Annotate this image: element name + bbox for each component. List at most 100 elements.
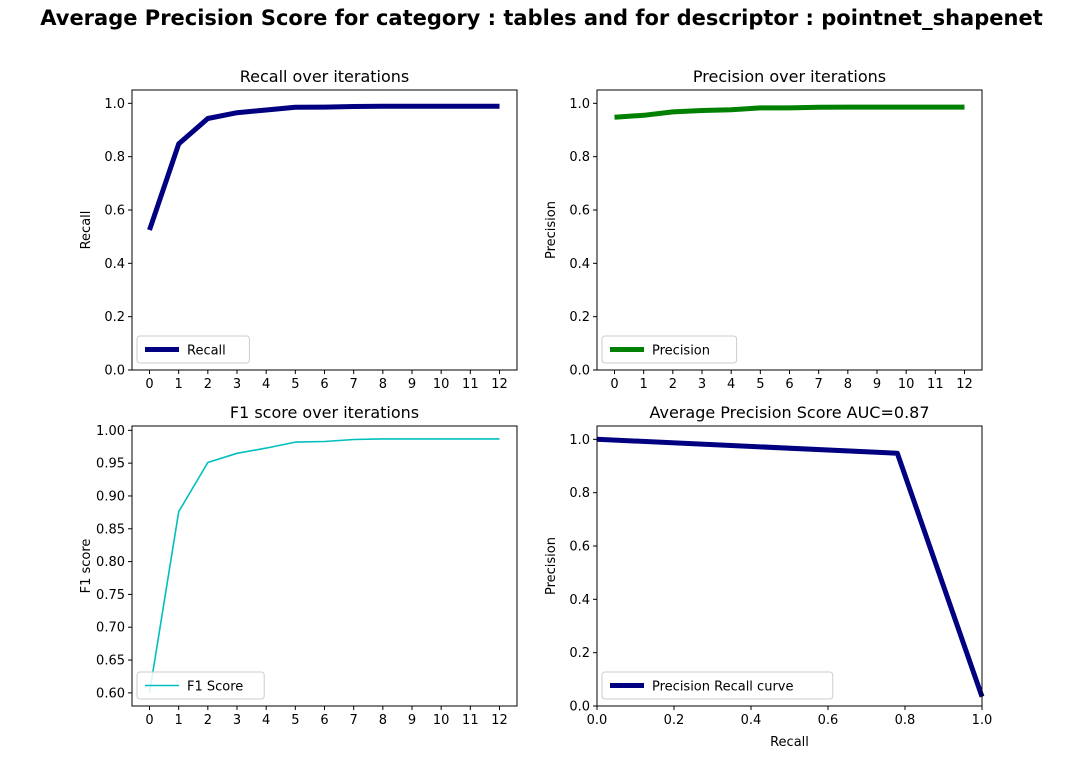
x-tick-label: 0.2 xyxy=(664,713,685,728)
legend-box xyxy=(601,335,738,364)
x-tick-label: 0.8 xyxy=(895,713,916,728)
y-tick-label: 0.0 xyxy=(104,364,125,379)
x-tick-label: 9 xyxy=(408,713,416,728)
y-axis-label: F1 score xyxy=(79,539,94,594)
x-tick-label: 2 xyxy=(204,713,212,728)
x-tick-label: 4 xyxy=(727,377,735,392)
x-tick-label: 1 xyxy=(640,377,648,392)
y-tick-label: 0.4 xyxy=(104,257,125,272)
legend-label: Precision xyxy=(652,344,710,359)
y-tick-label: 0.8 xyxy=(569,486,590,501)
y-tick-label: 0.0 xyxy=(569,364,590,379)
chart-title: Recall over iterations xyxy=(240,67,410,86)
chart-title: F1 score over iterations xyxy=(230,403,419,422)
series-line xyxy=(596,436,985,698)
y-tick-label: 0.90 xyxy=(96,489,125,504)
y-tick-label: 0.4 xyxy=(569,593,590,608)
y-tick-label: 1.0 xyxy=(104,97,125,112)
x-tick-label: 1 xyxy=(175,713,183,728)
legend-box xyxy=(136,671,265,700)
y-tick-label: 0.6 xyxy=(569,204,590,219)
y-tick-label: 0.8 xyxy=(104,150,125,165)
x-tick-label: 10 xyxy=(433,713,450,728)
x-tick-label: 0.4 xyxy=(741,713,762,728)
x-tick-label: 5 xyxy=(291,713,299,728)
x-tick-label: 8 xyxy=(379,377,387,392)
x-tick-label: 0 xyxy=(145,377,153,392)
x-tick-label: 11 xyxy=(927,377,944,392)
x-tick-label: 9 xyxy=(873,377,881,392)
y-axis-label: Precision xyxy=(544,537,559,595)
x-tick-label: 0 xyxy=(610,377,618,392)
x-tick-label: 8 xyxy=(844,377,852,392)
series-line xyxy=(614,104,965,120)
x-tick-label: 5 xyxy=(291,377,299,392)
x-tick-label: 4 xyxy=(262,713,270,728)
page-title: Average Precision Score for category : t… xyxy=(40,6,1043,30)
y-tick-label: 0.70 xyxy=(96,621,125,636)
x-tick-label: 7 xyxy=(350,713,358,728)
x-tick-label: 1 xyxy=(175,377,183,392)
chart-pr: Average Precision Score AUC=0.87 0.0 0.2 0.… xyxy=(544,403,992,750)
plot-frame xyxy=(596,89,983,371)
legend-box xyxy=(136,335,250,364)
y-tick-label: 0.8 xyxy=(569,150,590,165)
y-tick-label: 0.75 xyxy=(96,588,125,603)
y-tick-label: 0.4 xyxy=(569,257,590,272)
x-tick-label: 10 xyxy=(898,377,915,392)
y-tick-label: 1.00 xyxy=(96,424,125,439)
y-tick-label: 0.6 xyxy=(569,540,590,555)
x-tick-label: 11 xyxy=(462,713,479,728)
legend-label: Precision Recall curve xyxy=(652,680,793,695)
y-tick-label: 0.80 xyxy=(96,555,125,570)
x-tick-label: 2 xyxy=(204,377,212,392)
series-line xyxy=(148,438,500,694)
x-tick-label: 0 xyxy=(145,713,153,728)
y-tick-label: 0.2 xyxy=(569,310,590,325)
x-tick-label: 6 xyxy=(320,713,328,728)
plot-frame xyxy=(596,425,983,707)
y-tick-label: 0.85 xyxy=(96,522,125,537)
x-tick-label: 9 xyxy=(408,377,416,392)
x-tick-label: 7 xyxy=(815,377,823,392)
y-tick-label: 0.0 xyxy=(569,700,590,715)
x-tick-label: 10 xyxy=(433,377,450,392)
legend-label: F1 Score xyxy=(187,680,243,695)
y-axis-label: Precision xyxy=(544,201,559,259)
y-tick-label: 1.0 xyxy=(569,97,590,112)
y-tick-label: 0.6 xyxy=(104,204,125,219)
x-tick-label: 6 xyxy=(785,377,793,392)
y-axis-label: Recall xyxy=(79,211,94,250)
legend-box xyxy=(601,671,834,700)
x-tick-label: 6 xyxy=(320,377,328,392)
y-tick-label: 0.2 xyxy=(104,310,125,325)
x-tick-label: 7 xyxy=(350,377,358,392)
legend-label: Recall xyxy=(187,344,226,359)
y-tick-label: 0.60 xyxy=(96,686,125,701)
x-tick-label: 11 xyxy=(462,377,479,392)
x-tick-label: 4 xyxy=(262,377,270,392)
x-tick-label: 12 xyxy=(491,713,508,728)
x-tick-label: 3 xyxy=(233,377,241,392)
x-tick-label: 3 xyxy=(233,713,241,728)
y-tick-label: 0.65 xyxy=(96,654,125,669)
chart-title: Precision over iterations xyxy=(693,67,886,86)
x-tick-label: 3 xyxy=(698,377,706,392)
series-line xyxy=(147,103,500,231)
x-tick-label: 0.6 xyxy=(818,713,839,728)
x-tick-label: 1.0 xyxy=(972,713,993,728)
x-tick-label: 2 xyxy=(669,377,677,392)
y-tick-label: 0.95 xyxy=(96,457,125,472)
x-tick-label: 0.0 xyxy=(587,713,608,728)
y-tick-label: 1.0 xyxy=(569,433,590,448)
x-tick-label: 5 xyxy=(756,377,764,392)
chart-title: Average Precision Score AUC=0.87 xyxy=(649,403,929,422)
x-tick-label: 8 xyxy=(379,713,387,728)
x-tick-label: 12 xyxy=(956,377,973,392)
x-tick-label: 12 xyxy=(491,377,508,392)
y-tick-label: 0.2 xyxy=(569,646,590,661)
